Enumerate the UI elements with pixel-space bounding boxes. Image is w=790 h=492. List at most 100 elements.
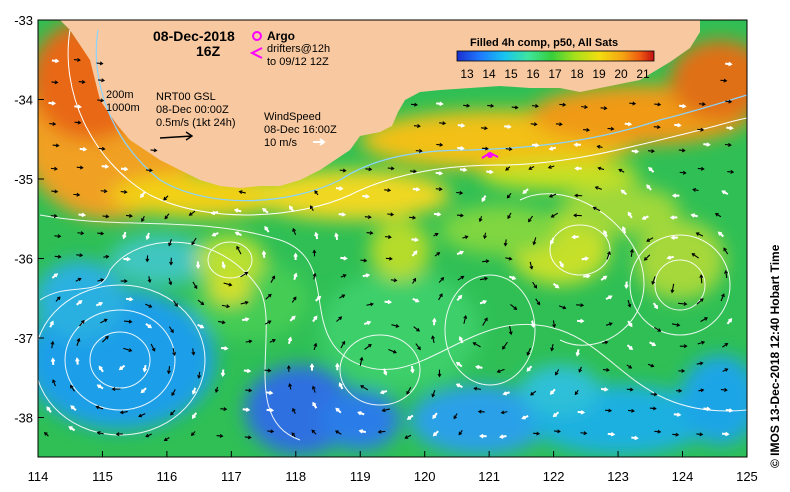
current-arrow	[531, 104, 539, 108]
current-arrow	[578, 366, 583, 373]
longitude-axis: 114 115 116 117 118 119 120 121 122 123 124 125	[28, 451, 758, 484]
wind-arrow	[721, 190, 729, 195]
wind-arrow	[486, 169, 494, 175]
current-arrow	[431, 335, 435, 344]
wind-arrow	[432, 412, 438, 420]
current-arrow	[457, 275, 465, 281]
current-arrow	[387, 166, 395, 171]
current-arrow	[97, 98, 105, 103]
current-arrow	[678, 148, 686, 153]
current-arrow	[438, 293, 443, 301]
wind-arrow	[571, 234, 579, 240]
current-arrow	[100, 189, 108, 194]
current-arrow	[365, 167, 373, 172]
current-arrow	[169, 257, 174, 266]
current-arrow	[125, 213, 133, 218]
current-arrow	[506, 192, 512, 199]
wind-arrow	[673, 412, 682, 417]
current-arrow	[678, 301, 688, 306]
wind-arrow	[725, 61, 733, 67]
wind-arrow	[481, 195, 487, 203]
lat-tick-label: -34	[14, 93, 33, 108]
wind-arrow	[51, 58, 60, 64]
current-arrow	[77, 231, 85, 236]
current-arrow	[627, 299, 632, 308]
wind-arrow	[456, 250, 465, 256]
current-arrow	[97, 231, 105, 236]
current-arrow	[168, 326, 174, 334]
map-date: 08-Dec-2018	[153, 28, 235, 44]
current-arrow	[602, 340, 609, 345]
current-arrow	[643, 254, 651, 261]
wind-arrow	[573, 142, 581, 147]
plot-frame	[37, 19, 748, 458]
current-arrow	[697, 340, 706, 345]
current-arrow	[553, 429, 561, 434]
current-arrow	[410, 102, 418, 107]
drifter-label-2: to 09/12 12Z	[267, 56, 329, 68]
wind-arrow	[703, 142, 711, 147]
colorbar-tick-label: 13	[460, 67, 474, 81]
current-arrow	[548, 193, 557, 198]
credit-text: © IMOS 13-Dec-2018 12:40 Hobart Time	[768, 244, 782, 468]
wind-arrow	[703, 406, 711, 412]
wind-arrow	[312, 315, 318, 323]
wind-arrow	[648, 166, 655, 173]
lon-tick-label: 114	[28, 469, 49, 484]
current-arrow	[552, 320, 557, 328]
wind-arrow	[456, 294, 463, 302]
wind-arrow	[548, 146, 557, 151]
wind-arrow	[140, 191, 146, 199]
wind-arrow	[600, 387, 609, 392]
current-arrow	[339, 294, 346, 299]
current-arrow	[97, 278, 105, 283]
wind-key-line3: 10 m/s	[264, 137, 298, 149]
wind-arrow	[335, 362, 340, 371]
current-arrow	[463, 103, 471, 108]
argo-label: Argo	[267, 29, 295, 43]
current-arrow	[236, 245, 242, 255]
wind-arrow	[340, 256, 348, 261]
current-arrow	[458, 430, 463, 436]
wind-arrow	[197, 323, 205, 329]
lat-tick-label: -37	[14, 331, 33, 346]
current-arrow	[339, 168, 347, 173]
current-arrow	[366, 230, 374, 235]
wind-arrow	[621, 226, 627, 234]
current-arrow	[724, 142, 732, 147]
current-arrow	[309, 205, 314, 212]
wind-arrow	[411, 250, 418, 257]
lon-tick-label: 116	[157, 469, 178, 484]
argo-legend-icon	[252, 31, 262, 41]
current-arrow	[528, 215, 534, 223]
current-arrow	[671, 322, 681, 327]
drifter-label-1: drifters@12h	[267, 43, 330, 55]
current-arrow	[647, 363, 655, 368]
colorbar-tick-label: 20	[614, 67, 628, 81]
wind-arrow	[120, 166, 129, 172]
current-arrow	[503, 239, 508, 247]
current-arrow	[725, 99, 733, 104]
wind-arrow	[242, 407, 251, 412]
wind-arrow	[221, 261, 226, 270]
current-arrow	[431, 389, 436, 398]
current-arrow	[292, 227, 297, 236]
wind-arrow	[531, 142, 540, 148]
current-arrow	[404, 434, 412, 439]
current-arrow	[387, 212, 395, 217]
wind-arrow	[383, 368, 388, 376]
current-arrow	[96, 61, 104, 66]
wind-arrow	[574, 166, 582, 171]
current-arrow	[654, 326, 662, 332]
current-arrow	[264, 320, 272, 325]
current-arrow	[381, 408, 390, 413]
current-arrow	[150, 148, 158, 153]
current-arrow	[69, 384, 75, 392]
isobath-label-200: 200m	[106, 89, 134, 101]
isobath-label-1000: 1000m	[106, 102, 140, 114]
current-arrow	[50, 214, 58, 218]
current-arrow	[111, 387, 121, 392]
wind-arrow	[51, 273, 59, 279]
current-arrow	[700, 317, 708, 323]
